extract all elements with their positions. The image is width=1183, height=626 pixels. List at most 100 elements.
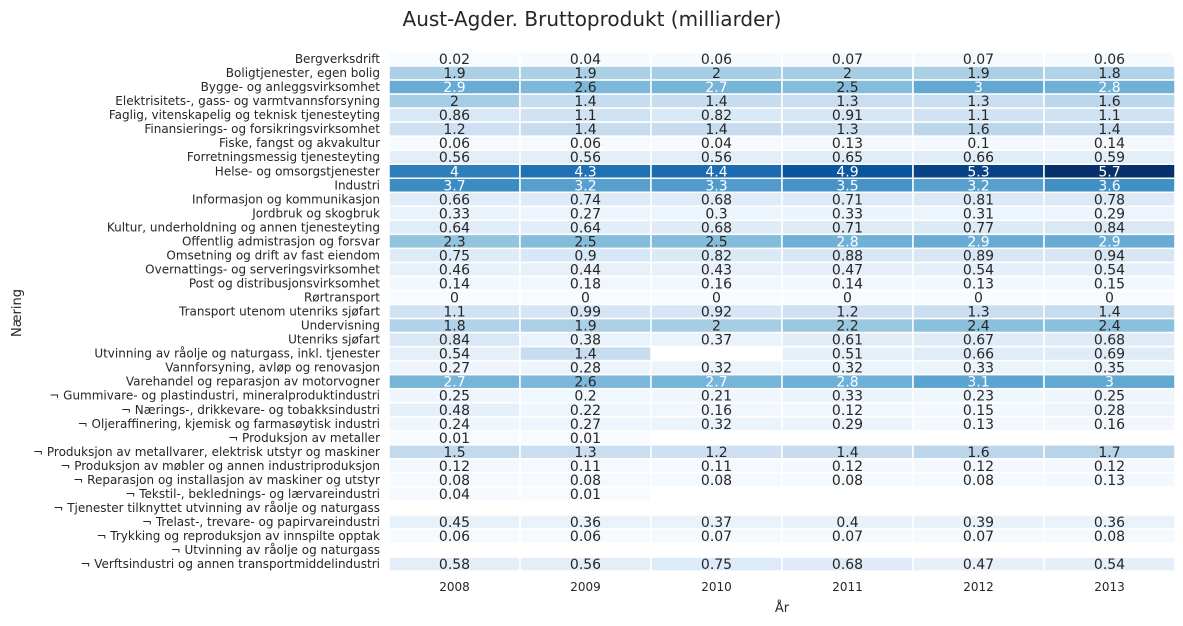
cell-value-label: 0.68 bbox=[701, 220, 732, 236]
cell-value-label: 1.3 bbox=[574, 445, 596, 461]
row-label: Forretningsmessig tjenesteyting bbox=[187, 150, 380, 164]
row-label: Industri bbox=[334, 178, 380, 192]
cell-value-label: 0.15 bbox=[1094, 276, 1125, 292]
cell-value-label: 1.3 bbox=[967, 94, 989, 110]
row-label: ¬ Gummivare- og plastindustri, mineralpr… bbox=[49, 389, 380, 403]
cell-value-label: 0.2 bbox=[574, 389, 596, 405]
cell-value-label: 0 bbox=[581, 291, 590, 307]
row-label: ¬ Reparasjon og installasjon av maskiner… bbox=[73, 473, 380, 487]
column-label: 2011 bbox=[832, 580, 863, 594]
cell-value-label: 0.07 bbox=[701, 529, 732, 545]
cell-value-label: 0.06 bbox=[570, 529, 601, 545]
cell-value-label: 0.11 bbox=[701, 459, 732, 475]
cell-value-label: 0.91 bbox=[832, 108, 863, 124]
cell-value-label: 0.67 bbox=[963, 333, 994, 349]
cell-value-label: 0.06 bbox=[439, 136, 470, 152]
cell-value-label: 0.37 bbox=[701, 515, 732, 531]
cell-value-label: 0.28 bbox=[1094, 403, 1125, 419]
cell-value-label: 2.9 bbox=[443, 80, 465, 96]
cell-value-label: 3.3 bbox=[705, 178, 727, 194]
cell-value-label: 0.68 bbox=[1094, 333, 1125, 349]
cell-value-label: 0.77 bbox=[963, 220, 994, 236]
column-label: 2013 bbox=[1094, 580, 1125, 594]
cell-value-label: 2.4 bbox=[967, 319, 989, 335]
cell-value-label: 1.4 bbox=[705, 94, 727, 110]
cell-value-label: 0.54 bbox=[439, 347, 470, 363]
cell-value-label: 0.07 bbox=[963, 52, 994, 68]
cell-value-label: 0.04 bbox=[570, 52, 601, 68]
cell-value-label: 0.56 bbox=[439, 150, 470, 166]
heatmap-cells: 0.02 0.04 0.06 0.07 0.07 0.061.9 1.9 2 2 1.9 1.82.… bbox=[388, 51, 1176, 573]
cell-value-label: 0.46 bbox=[439, 262, 470, 278]
column-label: 2008 bbox=[439, 580, 470, 594]
cell-value-label: 0.32 bbox=[701, 417, 732, 433]
cell-value-label: 2.9 bbox=[967, 234, 989, 250]
cell-value-label: 0.08 bbox=[701, 473, 732, 489]
cell-value-label: 0.14 bbox=[832, 276, 863, 292]
cell-value-label: 0.94 bbox=[1094, 248, 1125, 264]
cell-value-label: 1.4 bbox=[574, 122, 596, 138]
cell-value-label: 2.7 bbox=[443, 375, 465, 391]
row-label: Omsetning og drift av fast eiendom bbox=[166, 248, 380, 262]
y-axis-label: Næring bbox=[10, 289, 25, 337]
cell-value-label: 0.25 bbox=[1094, 389, 1125, 405]
cell-value-label: 0.4 bbox=[836, 515, 858, 531]
cell-value-label: 0.16 bbox=[1094, 417, 1125, 433]
cell-value-label: 2.3 bbox=[443, 234, 465, 250]
cell-value-label: 0.07 bbox=[832, 52, 863, 68]
cell-value-label: 3.2 bbox=[967, 178, 989, 194]
cell-value-label: 1.3 bbox=[967, 305, 989, 321]
cell-value-label: 2 bbox=[712, 66, 721, 82]
cell-value-label: 3.5 bbox=[836, 178, 858, 194]
chart-title: Aust-Agder. Bruttoprodukt (milliarder) bbox=[403, 7, 782, 31]
row-label: ¬ Tekstil-, beklednings- og lærvareindus… bbox=[125, 487, 380, 501]
cell-value-label: 0.71 bbox=[832, 220, 863, 236]
cell-value-label: 4.4 bbox=[705, 164, 727, 180]
cell-value-label: 0.59 bbox=[1094, 150, 1125, 166]
cell-value-label: 0.56 bbox=[570, 557, 601, 573]
cell-value-label: 0.82 bbox=[701, 108, 732, 124]
cell-value-label: 0.51 bbox=[832, 347, 863, 363]
cell-value-label: 0.24 bbox=[439, 417, 470, 433]
cell-value-label: 0.13 bbox=[832, 136, 863, 152]
row-label: ¬ Produksjon av metallvarer, elektrisk u… bbox=[33, 445, 380, 459]
cell-value-label: 2.5 bbox=[574, 234, 596, 250]
cell-value-label: 0.13 bbox=[963, 276, 994, 292]
cell-value-label: 0.39 bbox=[963, 515, 994, 531]
cell-value-label: 0.12 bbox=[439, 459, 470, 475]
row-label: ¬ Produksjon av møbler og annen industri… bbox=[60, 459, 380, 473]
heatmap-cell bbox=[519, 486, 652, 502]
cell-value-label: 3.6 bbox=[1098, 178, 1120, 194]
cell-value-label: 0.29 bbox=[832, 417, 863, 433]
cell-value-label: 1.1 bbox=[443, 305, 465, 321]
row-label: Elektrisitets-, gass- og varmtvannsforsy… bbox=[115, 94, 380, 108]
cell-value-label: 0.47 bbox=[832, 262, 863, 278]
cell-value-label: 3 bbox=[974, 80, 983, 96]
cell-value-label: 0.27 bbox=[570, 206, 601, 222]
cell-value-label: 0.08 bbox=[832, 473, 863, 489]
cell-value-label: 0.14 bbox=[439, 276, 470, 292]
column-labels: 2008 2009 2010 2011 2012 2013 bbox=[439, 580, 1125, 594]
cell-value-label: 2.8 bbox=[836, 234, 858, 250]
cell-value-label: 0.15 bbox=[963, 403, 994, 419]
row-label: Transport utenom utenriks sjøfart bbox=[178, 305, 380, 319]
cell-value-label: 3 bbox=[1105, 375, 1114, 391]
row-label: Faglig, vitenskapelig og teknisk tjenest… bbox=[109, 108, 380, 122]
cell-value-label: 1.2 bbox=[705, 445, 727, 461]
cell-value-label: 1.2 bbox=[443, 122, 465, 138]
row-label: Overnattings- og serveringsvirksomhet bbox=[145, 262, 380, 276]
cell-value-label: 1.1 bbox=[1098, 108, 1120, 124]
cell-value-label: 0 bbox=[712, 291, 721, 307]
cell-value-label: 0.64 bbox=[439, 220, 470, 236]
row-label: ¬ Nærings-, drikkevare- og tobakksindust… bbox=[121, 403, 380, 417]
cell-value-label: 0.27 bbox=[570, 417, 601, 433]
cell-value-label: 0.31 bbox=[963, 206, 994, 222]
cell-value-label: 0.54 bbox=[963, 262, 994, 278]
cell-value-label: 2.6 bbox=[574, 375, 596, 391]
cell-value-label: 0.66 bbox=[963, 150, 994, 166]
cell-value-label: 0.16 bbox=[701, 276, 732, 292]
row-label: Jordbruk og skogbruk bbox=[251, 206, 380, 220]
cell-value-label: 0.13 bbox=[1094, 473, 1125, 489]
cell-value-label: 0.06 bbox=[570, 136, 601, 152]
